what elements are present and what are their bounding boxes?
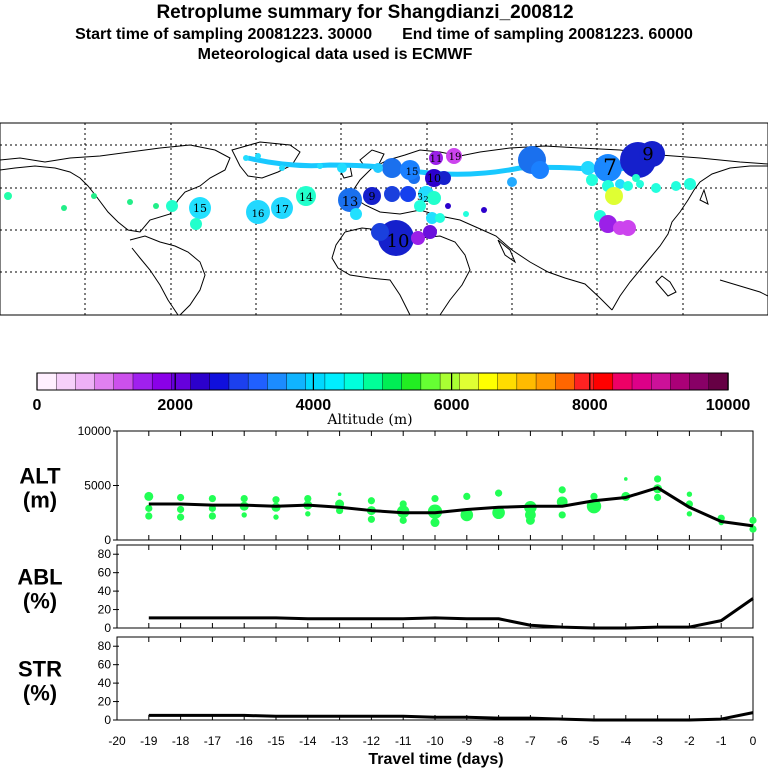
plume-time-label: 19 — [449, 152, 462, 163]
plume-time-label: 3 — [417, 193, 423, 203]
plume-dots — [4, 141, 696, 256]
plume-dot — [61, 205, 67, 211]
plume-time-label: 10 — [427, 172, 441, 185]
plume-dot — [615, 179, 625, 189]
plume-dot — [426, 212, 438, 224]
plume-dot — [363, 187, 381, 205]
plume-dot — [586, 174, 598, 186]
plume-dot — [400, 186, 416, 202]
met-data-note: Meteorological data used is ECMWF — [197, 46, 473, 63]
chart-title: Retroplume summary for Shangdianzi_20081… — [156, 2, 574, 23]
plume-time-label: 15 — [193, 202, 207, 215]
plume-dot — [623, 181, 633, 191]
plume-time-label: 11 — [430, 154, 443, 165]
plume-dot — [414, 200, 426, 212]
plume-dot — [271, 197, 293, 219]
coastlines — [0, 141, 768, 316]
plume-dot — [190, 218, 202, 230]
plume-dot — [437, 171, 451, 185]
plume-time-label: 16 — [252, 209, 265, 220]
plume-dot — [189, 197, 211, 219]
plume-labels: 19 11 7 9 13 10 17 14 16 15 3 2 9 10 15 — [193, 144, 654, 252]
plume-dot — [337, 163, 347, 173]
start-time: Start time of sampling 20081223. 30000 — [75, 26, 373, 43]
end-time: End time of sampling 20081223. 60000 — [402, 26, 693, 43]
plume-dot — [581, 161, 595, 175]
plume-dot — [382, 158, 402, 178]
plume-time-label: 9 — [369, 190, 376, 203]
plume-dot — [605, 187, 623, 205]
plume-time-label: 7 — [603, 156, 617, 181]
plume-dot — [481, 207, 487, 213]
plume-dot — [684, 178, 696, 190]
plume-time-label: 9 — [642, 144, 653, 165]
plume-time-label: 2 — [423, 195, 428, 204]
plume-dot — [243, 155, 249, 161]
plume-dot — [429, 151, 443, 165]
plume-dot — [636, 180, 644, 188]
plume-dot — [4, 192, 12, 200]
plume-dot — [350, 208, 362, 220]
plume-dot — [400, 160, 420, 180]
plume-dot — [671, 181, 681, 191]
plume-time-label: 15 — [406, 167, 419, 178]
plume-dot — [296, 186, 316, 206]
plume-dot — [463, 211, 469, 217]
plume-dot — [427, 191, 441, 205]
plume-dot — [594, 154, 622, 182]
plume-dot — [91, 193, 97, 199]
plume-dot — [425, 169, 443, 187]
plume-dot — [255, 153, 261, 159]
plume-dot — [620, 220, 636, 236]
plume-dot — [632, 174, 640, 182]
plume-dot — [166, 200, 178, 212]
plume-dot — [371, 223, 389, 241]
plume-time-label: 10 — [387, 231, 410, 252]
plume-time-label: 14 — [299, 191, 313, 204]
plume-dot — [435, 213, 445, 223]
plume-dot — [446, 148, 462, 164]
sampling-times: Start time of sampling 20081223. 30000 En… — [0, 26, 768, 44]
plume-dot — [246, 200, 270, 224]
plume-dot — [373, 163, 383, 173]
plume-dot — [153, 203, 159, 209]
plume-dot — [599, 215, 617, 233]
plume-dot — [384, 186, 400, 202]
plume-dot — [423, 225, 437, 239]
plume-dot — [445, 203, 451, 209]
plume-dot — [411, 231, 425, 245]
plume-dot — [279, 165, 285, 171]
plume-dot — [639, 141, 665, 167]
plume-dot — [127, 199, 133, 205]
plume-dot — [507, 177, 517, 187]
plume-dot — [338, 188, 362, 212]
plume-time-label: 17 — [275, 203, 289, 216]
plume-dot — [531, 161, 549, 179]
plume-dot — [651, 183, 661, 193]
plume-dot — [317, 163, 323, 169]
plume-time-label: 13 — [342, 195, 359, 210]
